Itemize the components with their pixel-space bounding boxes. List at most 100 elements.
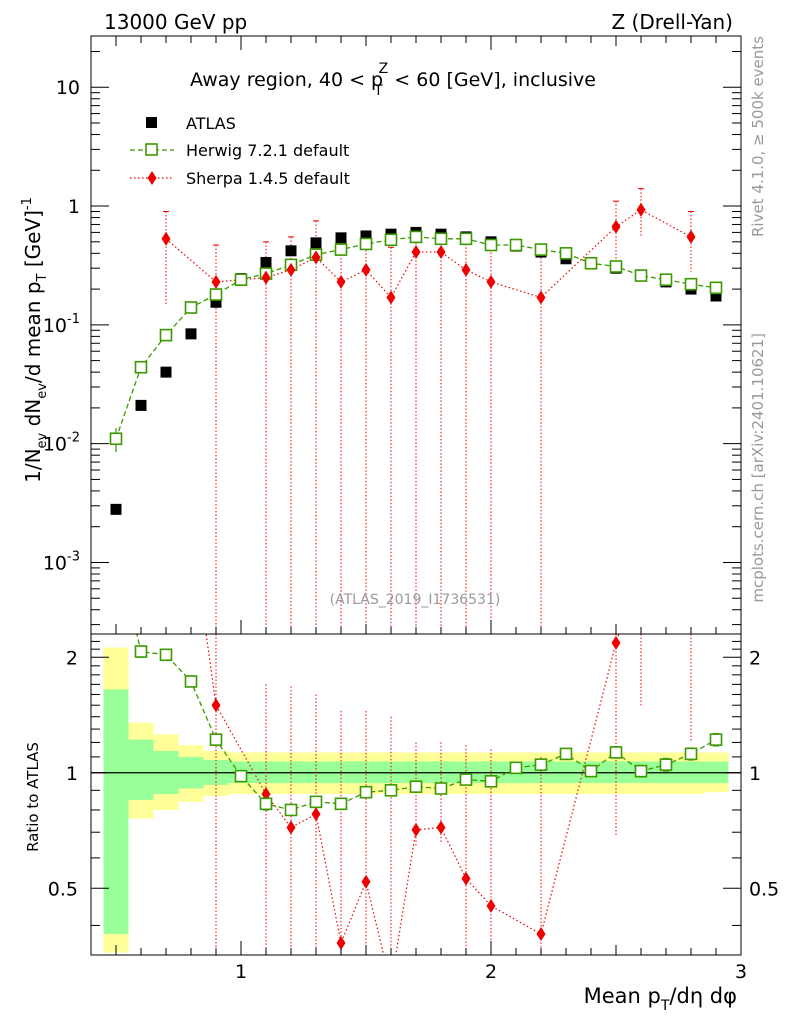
atlas-data-point	[335, 232, 347, 244]
sherpa-line	[165, 209, 692, 299]
sherpa-data-point	[411, 245, 421, 260]
atlas-data-point	[110, 503, 122, 515]
header-process: Z (Drell-Yan)	[611, 10, 733, 34]
sherpa-ratio-line	[205, 634, 620, 955]
y-label-sup: -1	[20, 197, 35, 210]
herwig-ratio-point	[609, 746, 623, 759]
sherpa-data-point	[486, 274, 496, 289]
herwig-ratio-point	[459, 773, 473, 786]
y-tick-label-base: 10	[43, 552, 67, 574]
ratio-tick-label-left: 1	[66, 763, 78, 785]
herwig-ratio-point	[509, 761, 523, 775]
sherpa-data-point	[386, 290, 396, 305]
herwig-ratio-point	[684, 747, 698, 761]
y-label-d: [GeV]	[21, 210, 45, 273]
herwig-ratio-point	[209, 733, 223, 746]
ratio-plot-area	[91, 541, 741, 955]
herwig-data-point	[384, 233, 398, 247]
herwig-ratio-point	[159, 648, 173, 662]
y-tick-label-exp: -1	[67, 312, 80, 327]
y-tick-label-exp: -3	[67, 549, 80, 564]
sherpa-ratio-point	[486, 898, 496, 913]
plot-title: Away region, 40 < pTZ < 60 [GeV], inclus…	[190, 61, 596, 99]
sherpa-data-point	[286, 262, 296, 277]
herwig-data-point	[709, 281, 723, 295]
x-axis-label: Mean pT/dη dφ	[584, 984, 737, 1014]
herwig-data-point	[509, 238, 523, 252]
herwig-data-point	[209, 288, 223, 301]
y-tick-label-exp: -2	[67, 431, 80, 446]
y-tick-label: 10	[56, 77, 80, 99]
y-tick-label: 1	[68, 196, 80, 218]
x-label-a: Mean p	[584, 984, 661, 1008]
sherpa-ratio-point	[536, 926, 546, 941]
atlas-data-point	[260, 256, 272, 268]
x-tick-label: 1	[235, 961, 247, 983]
y-label-c: /d mean p	[21, 281, 45, 383]
atlas-data-point	[135, 399, 147, 411]
y-label-b: dN	[21, 399, 45, 433]
herwig-ratio-point	[234, 769, 248, 783]
atlas-data-point	[160, 366, 172, 378]
ratio-band-inner	[128, 739, 154, 800]
x-tick-label: 3	[735, 961, 747, 983]
herwig-data-point	[409, 230, 423, 244]
sherpa-data-point	[311, 250, 321, 265]
herwig-ratio-point	[409, 780, 423, 793]
ratio-tick-label-right: 1	[749, 763, 761, 785]
sherpa-data-point	[636, 202, 646, 217]
herwig-data-point	[334, 243, 348, 256]
herwig-ratio-point	[709, 733, 723, 746]
sherpa-ratio-point	[311, 807, 321, 822]
ratio-y-axis-label: Ratio to ATLAS	[24, 742, 42, 852]
header-energy: 13000 GeV pp	[104, 10, 247, 34]
legend: ATLAS Herwig 7.2.1 default Sherpa 1.4.5 …	[130, 114, 350, 188]
herwig-ratio-point	[259, 797, 273, 811]
main-plot-area	[109, 188, 723, 634]
x-label-b: /dη dφ	[669, 984, 737, 1008]
herwig-data-point	[609, 260, 623, 273]
herwig-data-point	[434, 232, 448, 246]
sherpa-data-point	[361, 262, 371, 277]
ratio-tick-label-right: 2	[749, 647, 761, 669]
y-label-a: 1/N	[21, 448, 45, 482]
herwig-ratio-point	[559, 747, 573, 761]
sherpa-ratio-point	[461, 871, 471, 886]
analysis-watermark: (ATLAS_2019_I1736531)	[330, 592, 501, 608]
legend-label-sherpa: Sherpa 1.4.5 default	[186, 169, 350, 188]
plot-title-post: < 60 [GeV], inclusive	[388, 69, 596, 91]
atlas-data-point	[310, 237, 322, 249]
sherpa-data-point	[536, 290, 546, 305]
herwig-data-point	[584, 256, 598, 270]
legend-label-herwig: Herwig 7.2.1 default	[186, 141, 349, 160]
y-tick-label: 10-1	[43, 312, 80, 337]
sherpa-ratio-point	[637, 557, 646, 571]
herwig-data-point	[484, 238, 498, 252]
sherpa-data-point	[686, 229, 696, 244]
legend-marker-herwig	[145, 143, 158, 156]
legend-label-atlas: ATLAS	[186, 114, 236, 133]
herwig-data-point	[109, 432, 123, 446]
atlas-data-point	[210, 296, 222, 308]
y-label-sub2: ev	[35, 383, 50, 399]
legend-marker-atlas	[146, 117, 157, 128]
sherpa-data-point	[211, 274, 221, 289]
herwig-ratio-point	[111, 541, 122, 552]
herwig-data-point	[559, 247, 573, 260]
plot-title-sub: T	[373, 83, 383, 99]
herwig-ratio-point	[334, 797, 348, 811]
sherpa-data-point	[336, 274, 346, 289]
sherpa-ratio-point	[361, 874, 371, 889]
sherpa-data-point	[611, 219, 621, 234]
herwig-ratio-point	[534, 758, 548, 771]
sherpa-ratio-point	[611, 635, 621, 650]
herwig-data-point	[534, 243, 548, 256]
sherpa-ratio-point	[411, 822, 421, 837]
atlas-data-point	[185, 328, 197, 340]
ratio-tick-label-left: 2	[66, 647, 78, 669]
herwig-data-point	[184, 301, 198, 314]
herwig-data-point	[159, 328, 173, 342]
herwig-ratio-point	[284, 803, 298, 817]
